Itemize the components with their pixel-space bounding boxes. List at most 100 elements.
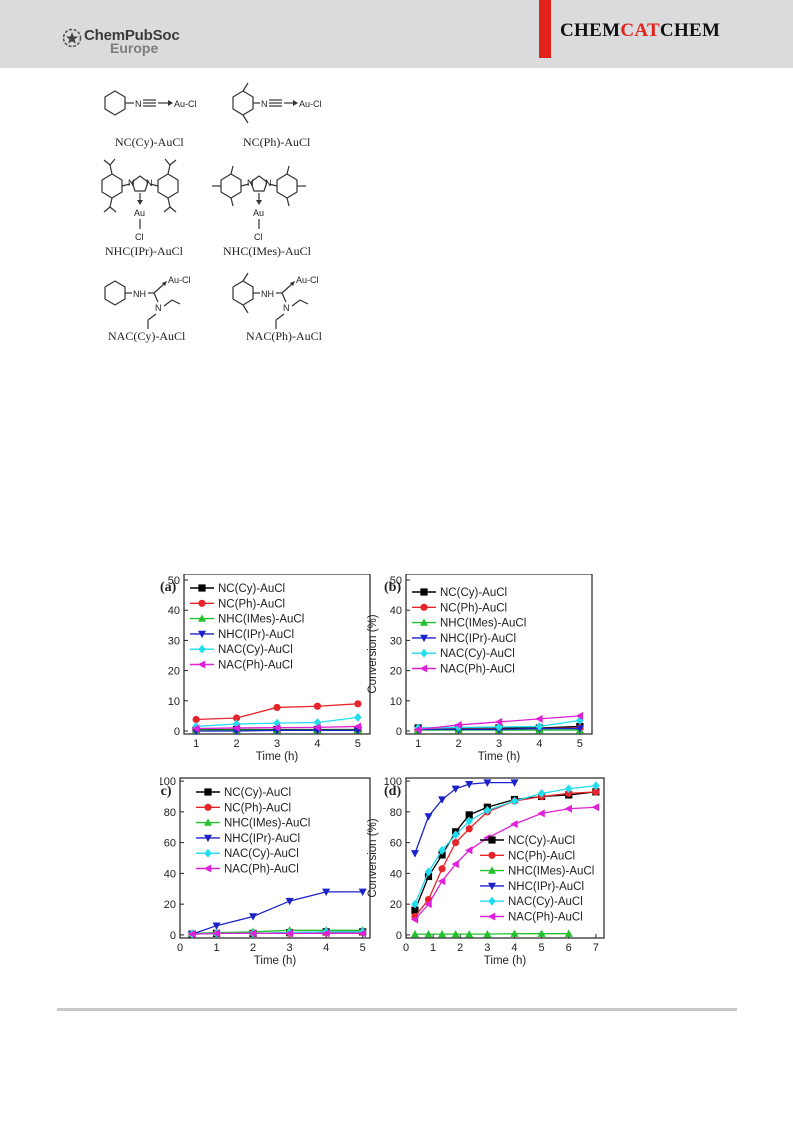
y-tick-label: 50 — [390, 575, 402, 587]
data-point — [212, 929, 220, 938]
data-point — [452, 839, 460, 847]
data-point — [483, 779, 492, 787]
data-point — [232, 714, 241, 722]
legend-label: NC(Ph)-AuCl — [224, 802, 291, 814]
legend-label: NAC(Cy)-AuCl — [440, 648, 515, 660]
data-point — [322, 888, 331, 897]
legend-marker — [420, 618, 428, 626]
data-point — [285, 897, 294, 906]
series-NHC(IPr)-AuCl — [188, 888, 367, 939]
data-point — [494, 717, 503, 726]
legend-marker — [488, 896, 496, 906]
data-point — [535, 722, 544, 731]
data-point — [465, 825, 473, 833]
structure-nac-ph: NH Au-Cl N — [232, 272, 319, 329]
legend-entry: NAC(Cy)-AuCl — [480, 896, 583, 908]
legend-entry: NAC(Ph)-AuCl — [480, 912, 583, 924]
y-tick-label: 20 — [164, 899, 176, 911]
footer-rule — [57, 1008, 737, 1011]
legend-entry: NHC(IPr)-AuCl — [196, 833, 300, 845]
legend-label: NC(Ph)-AuCl — [508, 850, 575, 862]
y-tick-label: 40 — [390, 605, 402, 617]
series-line — [414, 791, 596, 911]
x-tick-label: 5 — [539, 942, 545, 954]
structure-nhc-ipr: N N Au Cl — [101, 158, 179, 242]
data-point — [438, 929, 447, 938]
x-tick-label: 2 — [234, 738, 240, 750]
x-tick-label: 4 — [323, 942, 329, 954]
data-point — [424, 929, 433, 938]
atom-label: N — [283, 303, 290, 313]
y-tick-label: 100 — [384, 776, 402, 788]
publisher-name: ChemPubSoc — [84, 27, 180, 44]
legend-marker — [488, 836, 496, 844]
legend-entry: NAC(Ph)-AuCl — [190, 660, 293, 672]
atom-label: N — [261, 99, 268, 109]
legend-marker — [420, 588, 428, 596]
legend-entry: NC(Cy)-AuCl — [190, 583, 285, 595]
legend-entry: NC(Ph)-AuCl — [412, 602, 507, 614]
data-point — [451, 860, 459, 869]
data-point — [192, 715, 200, 724]
data-point — [212, 922, 221, 930]
series-NAC(Ph)-AuCl — [191, 722, 362, 733]
data-point — [321, 929, 330, 938]
structure-nhc-imes: N N Au Cl — [212, 165, 306, 242]
data-point — [353, 722, 362, 731]
atom-label: Au — [253, 208, 264, 218]
x-axis-title: Time (h) — [256, 751, 299, 763]
panel-label: (c) — [160, 784, 172, 799]
data-point — [410, 929, 419, 938]
data-point — [537, 809, 545, 818]
legend-marker — [204, 788, 212, 796]
atom-label: Au-Cl — [174, 99, 197, 109]
data-point — [483, 929, 492, 938]
structure-caption: NHC(IMes)-AuCl — [223, 244, 312, 258]
y-tick-label: 0 — [396, 930, 402, 942]
y-tick-label: 40 — [390, 868, 402, 880]
journal-title-part-3: CHEM — [659, 20, 721, 41]
y-tick-label: 50 — [168, 575, 180, 587]
legend-marker — [488, 882, 496, 891]
y-tick-label: 10 — [390, 696, 402, 708]
y-tick-label: 100 — [160, 776, 176, 788]
series-line — [414, 806, 596, 920]
data-point — [273, 703, 281, 712]
data-point — [232, 719, 241, 729]
atom-label: N — [135, 99, 142, 109]
x-tick-label: 0 — [403, 942, 409, 954]
journal-title-part-2: CAT — [620, 20, 660, 41]
plot-frame — [179, 777, 371, 939]
data-point — [510, 779, 519, 787]
legend-marker — [204, 818, 212, 826]
legend-entry: NAC(Ph)-AuCl — [412, 664, 515, 676]
legend-label: NAC(Ph)-AuCl — [224, 864, 299, 876]
chart-panel-b: (b) 0 10 20 30 40 50 1 2 3 4 5 Time (h) Conversion (%… — [367, 574, 593, 763]
series-NAC(Cy)-AuCl — [192, 712, 362, 731]
legend-marker — [420, 634, 428, 643]
data-point — [564, 929, 573, 937]
x-axis-title: Time (h) — [254, 955, 297, 967]
legend-label: NC(Cy)-AuCl — [440, 587, 507, 599]
legend-label: NAC(Ph)-AuCl — [508, 912, 583, 924]
data-point — [510, 796, 519, 806]
series-NHC(IMes)-AuCl — [410, 929, 573, 938]
structure-nac-cy: NH Au-Cl N — [104, 275, 191, 329]
journal-color-band — [539, 0, 551, 58]
atom-label: N — [146, 178, 153, 188]
x-tick-label: 2 — [457, 942, 463, 954]
data-point — [537, 929, 546, 937]
legend-marker — [419, 664, 428, 673]
legend-entry: NAC(Cy)-AuCl — [412, 648, 515, 660]
legend-label: NC(Cy)-AuCl — [224, 787, 291, 799]
legend-marker — [420, 603, 428, 611]
atom-label: NH — [261, 289, 274, 299]
data-point — [591, 803, 600, 812]
legend-entry: NHC(IMes)-AuCl — [190, 614, 304, 626]
legend-entry: NC(Ph)-AuCl — [480, 850, 575, 862]
atom-label: N — [128, 178, 135, 188]
legend-entry: NC(Ph)-AuCl — [190, 598, 285, 610]
y-tick-label: 30 — [390, 635, 402, 647]
data-point — [413, 725, 422, 734]
